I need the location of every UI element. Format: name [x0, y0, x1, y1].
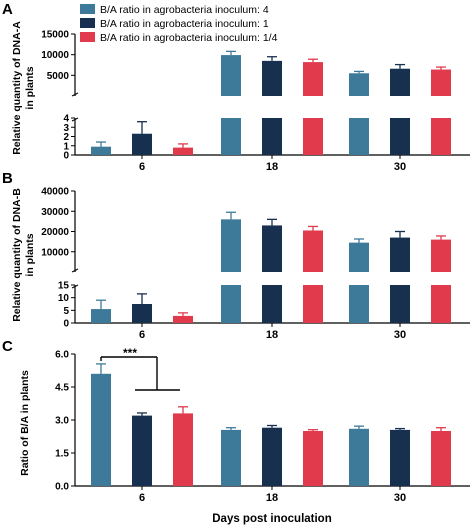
- bar: [91, 146, 111, 155]
- legend-label: B/A ratio in agrobacteria inoculum: 1: [100, 18, 269, 30]
- bar: [173, 413, 193, 486]
- bar: [431, 118, 451, 155]
- y-axis-label-c: Ratio of B/A in plants: [19, 370, 31, 476]
- x-axis-label: Days post inoculation: [212, 513, 332, 525]
- x-tick-label: 18: [266, 329, 278, 341]
- panel-letter-b: B: [2, 170, 13, 187]
- bar: [431, 69, 451, 96]
- legend-swatch: [80, 18, 95, 28]
- y-tick-label: 10: [58, 293, 70, 304]
- bar: [303, 285, 323, 323]
- y-tick-label: 1.5: [55, 449, 69, 460]
- x-tick-label: 30: [394, 329, 406, 341]
- bar: [349, 242, 369, 272]
- bar: [132, 133, 152, 155]
- bar: [303, 431, 323, 486]
- y-tick-label: 30000: [41, 207, 69, 218]
- y-axis-label-b-line2: in plants: [24, 233, 36, 276]
- x-tick-label: 30: [394, 161, 406, 173]
- bar: [349, 118, 369, 155]
- y-tick-label: 0.0: [55, 482, 69, 493]
- x-tick-label: 6: [139, 161, 145, 173]
- axis-break-mark: [71, 117, 79, 122]
- y-tick-label: 15000: [41, 30, 69, 41]
- legend-label: B/A ratio in agrobacteria inoculum: 4: [100, 4, 269, 16]
- x-tick-label: 6: [139, 329, 145, 341]
- y-tick-label: 3: [63, 123, 69, 134]
- y-tick-label: 4: [63, 114, 69, 125]
- bar: [221, 219, 241, 272]
- y-tick-label: 10000: [41, 247, 69, 258]
- significance-bracket: ***: [100, 346, 180, 391]
- y-tick-label: 20000: [41, 227, 69, 238]
- bar: [132, 415, 152, 486]
- bar: [431, 285, 451, 323]
- x-tick-label: 6: [139, 492, 145, 504]
- bar: [262, 285, 282, 323]
- legend-swatch: [80, 4, 95, 14]
- y-tick-label: 1: [63, 141, 69, 152]
- y-tick-label: 3.0: [55, 416, 69, 427]
- x-tick-label: 30: [394, 492, 406, 504]
- y-tick-label: 5: [63, 306, 69, 317]
- y-tick-label: 15: [58, 281, 70, 292]
- bar: [349, 73, 369, 96]
- bar: [349, 285, 369, 323]
- bar: [303, 62, 323, 96]
- y-tick-label: 0: [63, 151, 69, 162]
- bar: [173, 147, 193, 155]
- y-axis-label-a-line2: in plants: [24, 66, 36, 109]
- bar: [303, 230, 323, 272]
- significance-label: ***: [123, 346, 137, 360]
- bar: [173, 315, 193, 323]
- axis-break-mark: [71, 284, 79, 289]
- bar: [431, 239, 451, 272]
- panel-letter-a: A: [2, 1, 13, 18]
- bar: [221, 118, 241, 155]
- bar: [390, 68, 410, 96]
- y-tick-label: 2: [63, 132, 69, 143]
- legend: B/A ratio in agrobacteria inoculum: 4 B/A…: [80, 4, 278, 44]
- legend-label: B/A ratio in agrobacteria inoculum: 1/4: [100, 32, 278, 44]
- legend-swatch: [80, 32, 95, 42]
- bar: [221, 429, 241, 486]
- y-tick-label: 6.0: [55, 350, 69, 361]
- bar: [390, 429, 410, 486]
- x-tick-label: 18: [266, 161, 278, 173]
- panel-letter-c: C: [2, 338, 13, 355]
- y-tick-label: 0: [63, 319, 69, 330]
- y-tick-label: 40000: [41, 187, 69, 198]
- bar: [303, 118, 323, 155]
- bar: [390, 285, 410, 323]
- y-tick-label: 10000: [41, 50, 69, 61]
- bar: [221, 285, 241, 323]
- bar: [91, 373, 111, 486]
- y-axis-label-b: Relative quantity of DNA-B: [11, 188, 23, 322]
- bar: [390, 118, 410, 155]
- bar: [390, 237, 410, 272]
- bar: [262, 225, 282, 272]
- bar: [262, 118, 282, 155]
- bar: [91, 309, 111, 323]
- bar: [262, 60, 282, 96]
- y-axis-label-a: Relative quantity of DNA-A: [11, 21, 23, 155]
- bar: [262, 427, 282, 486]
- bar: [349, 428, 369, 486]
- panel-c-plot: 0.0 1.5 3.0 4.5 6.0 6 18 30: [55, 350, 470, 504]
- bar: [221, 55, 241, 96]
- axis-break-mark: [71, 268, 79, 273]
- bar: [132, 304, 152, 323]
- bar: [431, 431, 451, 486]
- y-tick-label: 5000: [47, 71, 70, 82]
- axis-break-mark: [71, 92, 79, 97]
- y-tick-label: 4.5: [55, 383, 69, 394]
- x-tick-label: 18: [266, 492, 278, 504]
